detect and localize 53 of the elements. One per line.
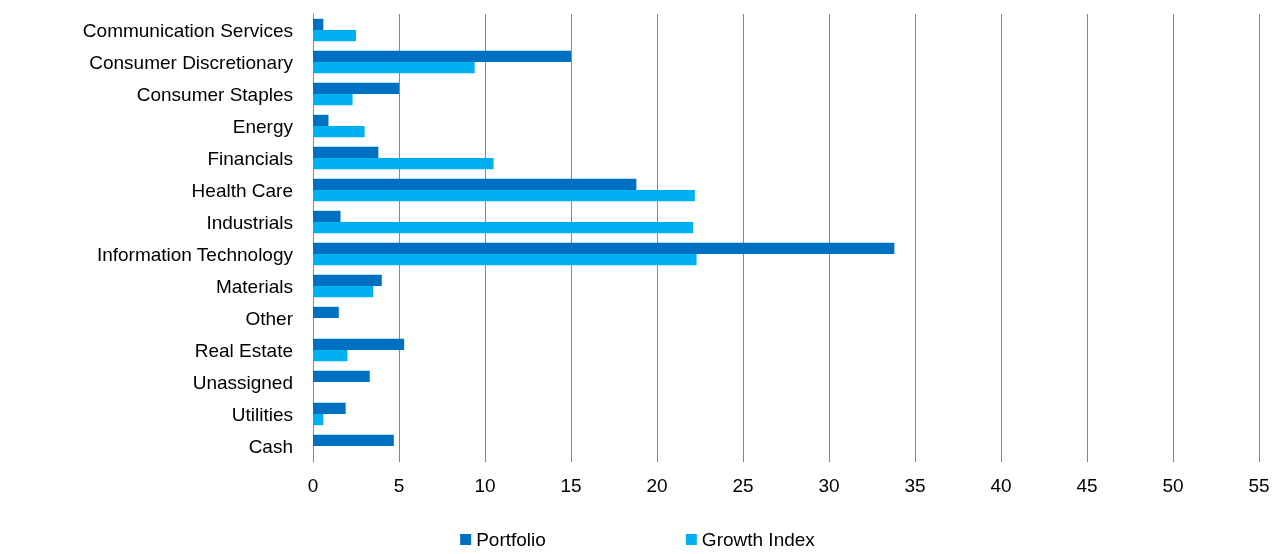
bar	[313, 50, 571, 62]
bar	[313, 222, 694, 234]
y-tick-label: Health Care	[191, 179, 293, 201]
bar	[313, 210, 341, 222]
bar	[313, 146, 379, 158]
x-tick-label: 55	[1248, 475, 1270, 496]
x-tick-label: 20	[646, 475, 668, 496]
x-tick-label: 0	[307, 475, 319, 496]
bar	[313, 274, 382, 286]
x-tick-label: 45	[1076, 475, 1098, 496]
y-tick-label: Unassigned	[192, 371, 293, 393]
bar	[313, 158, 494, 170]
bar	[313, 306, 339, 318]
bar	[313, 126, 365, 138]
y-tick-label: Industrials	[206, 211, 293, 233]
x-tick-label: 10	[474, 475, 496, 496]
bar	[313, 30, 356, 42]
x-tick-label: 40	[990, 475, 1012, 496]
bar	[313, 82, 399, 94]
y-tick-label: Financials	[207, 147, 293, 169]
legend-label: Portfolio	[476, 529, 546, 550]
x-tick-label: 50	[1162, 475, 1184, 496]
bar	[313, 402, 346, 414]
bar	[313, 18, 324, 30]
legend-label: Growth Index	[701, 529, 816, 550]
y-tick-label: Other	[245, 307, 294, 329]
y-tick-label: Consumer Staples	[136, 83, 293, 105]
bar	[313, 94, 353, 106]
y-tick-label: Real Estate	[194, 339, 293, 361]
bar	[313, 242, 895, 254]
y-tick-label: Information Technology	[96, 243, 294, 265]
x-tick-label: 15	[560, 475, 582, 496]
bar	[313, 190, 695, 202]
bar	[313, 286, 374, 298]
y-tick-label: Cash	[248, 435, 293, 457]
x-tick-label: 35	[904, 475, 926, 496]
y-tick-label: Materials	[215, 275, 293, 297]
bar	[313, 414, 324, 426]
x-tick-label: 5	[393, 475, 405, 496]
y-tick-label: Communication Services	[82, 19, 293, 41]
bar	[313, 114, 329, 126]
bar	[313, 254, 697, 266]
bar	[313, 370, 370, 382]
bar	[313, 434, 394, 446]
bar	[313, 338, 405, 350]
bar	[313, 62, 475, 74]
y-tick-label: Utilities	[231, 403, 293, 425]
y-tick-label: Consumer Discretionary	[89, 51, 294, 73]
y-tick-label: Energy	[232, 115, 294, 137]
x-tick-label: 25	[732, 475, 754, 496]
x-tick-label: 30	[818, 475, 840, 496]
bar	[313, 178, 637, 190]
bar	[313, 350, 348, 362]
